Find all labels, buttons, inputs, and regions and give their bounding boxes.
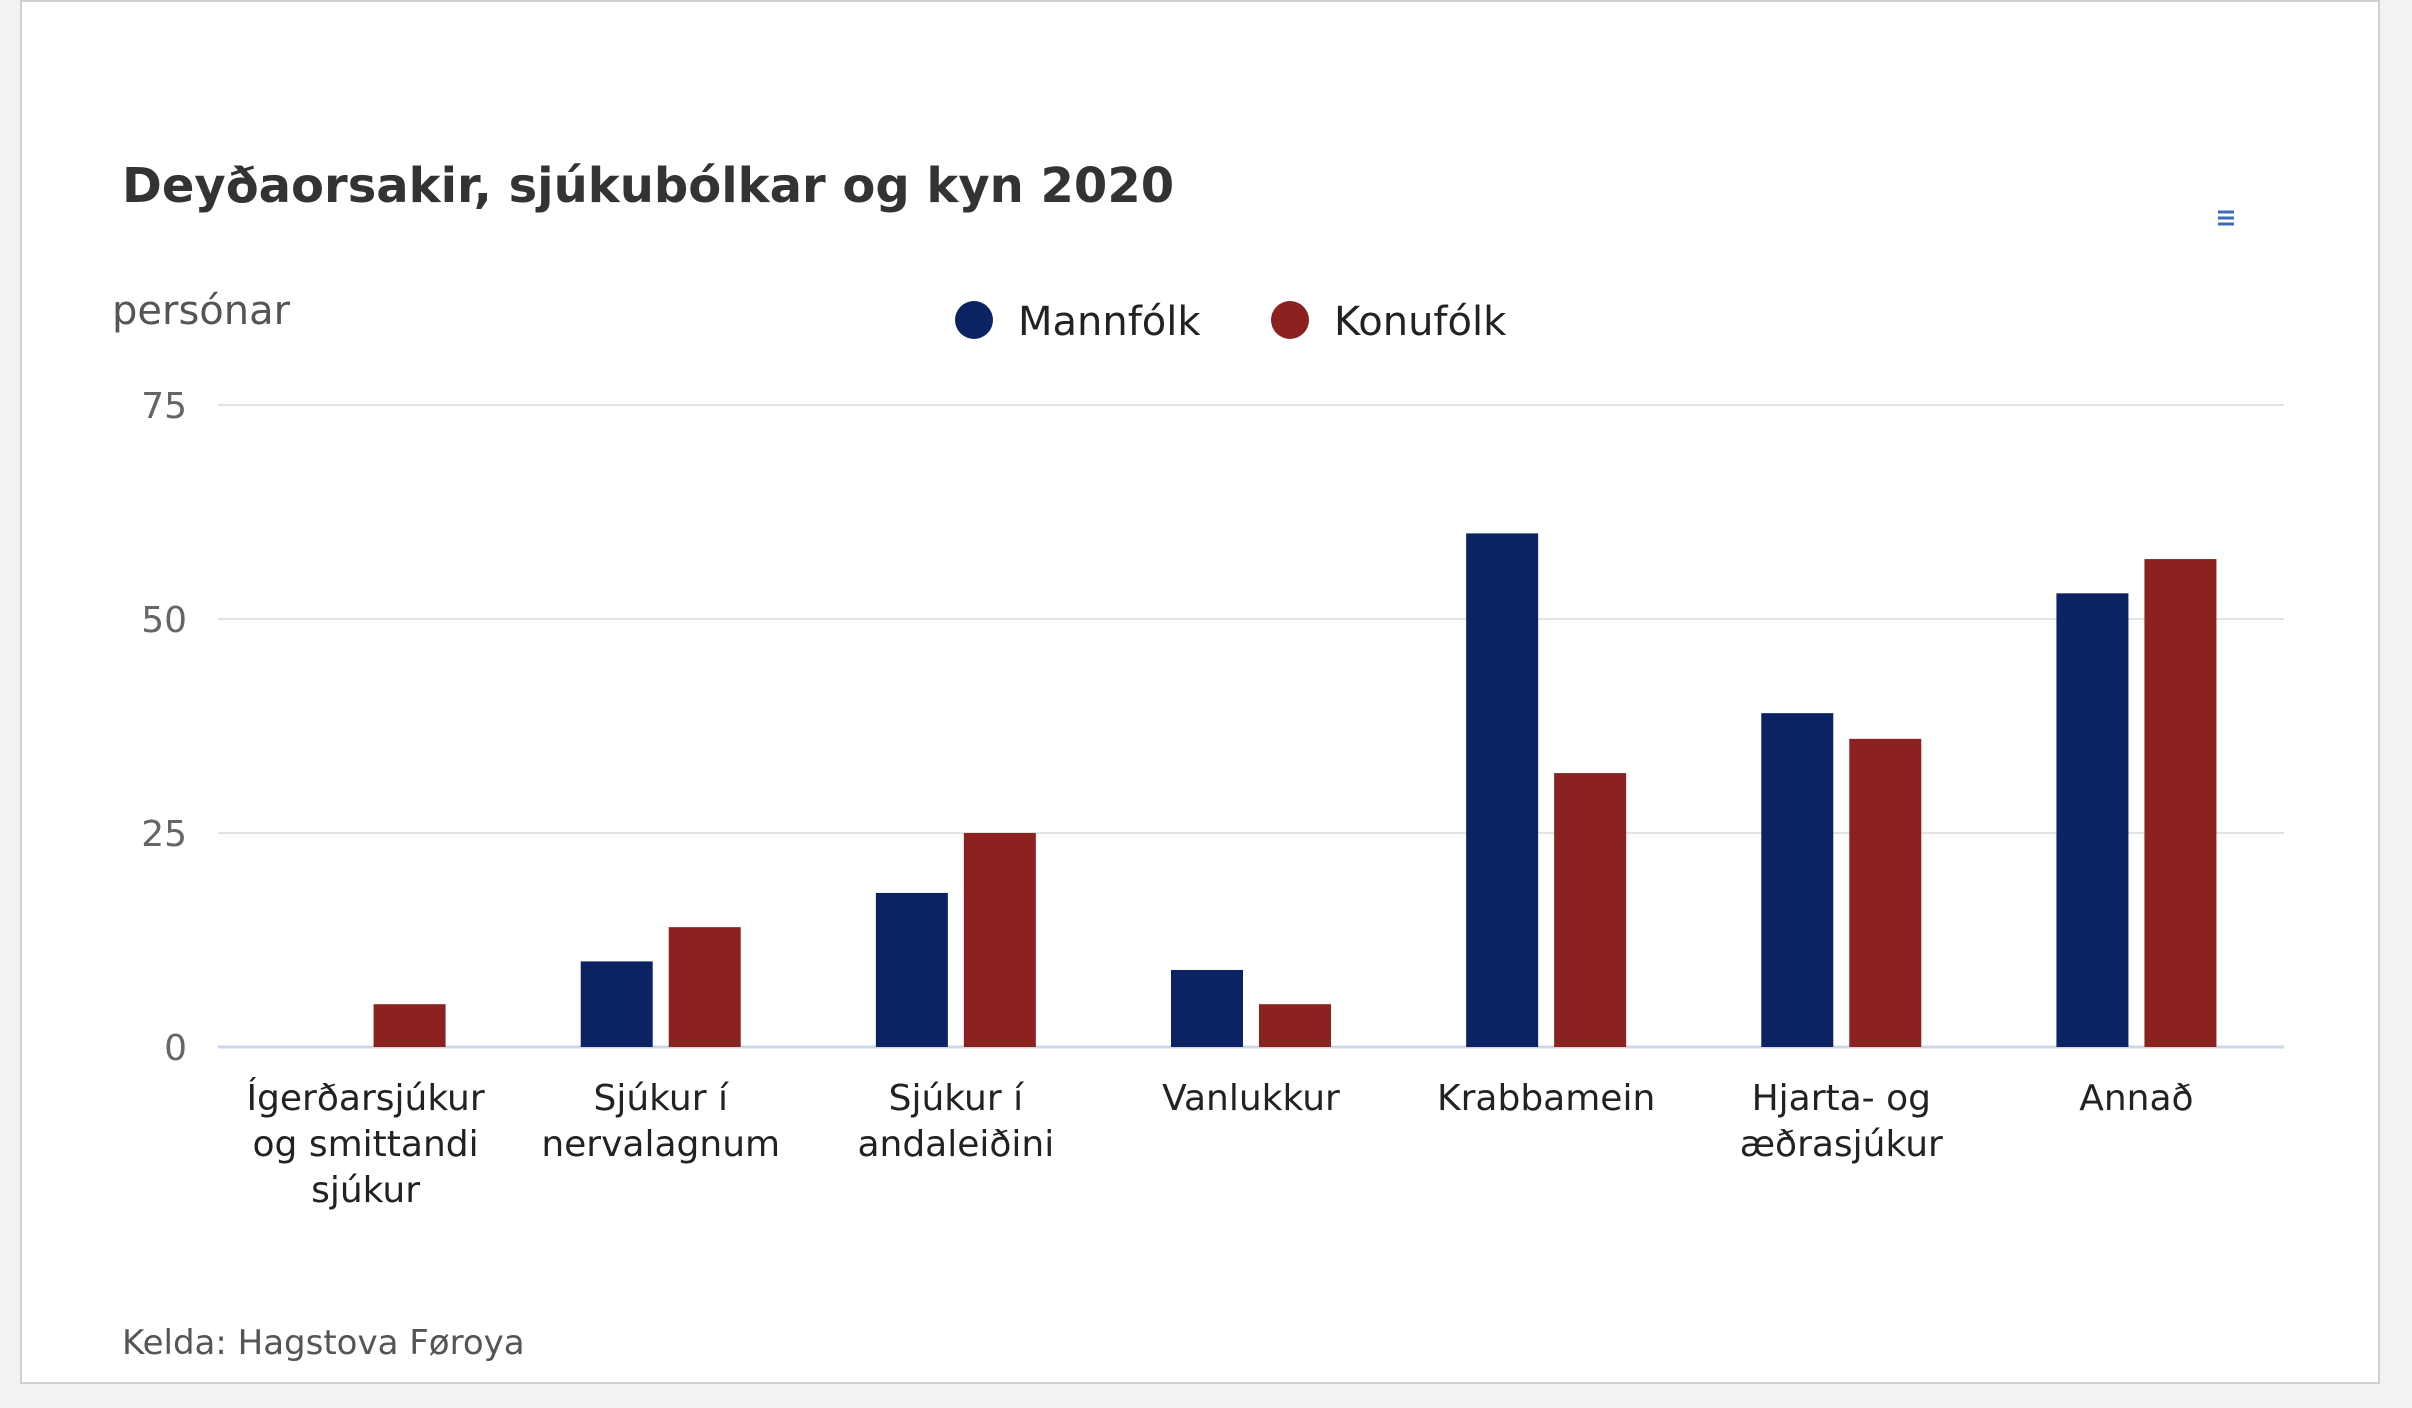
y-axis-ticks: 0 25 50 75 bbox=[141, 386, 187, 1069]
bar-konufólk-5[interactable] bbox=[1849, 738, 1922, 1047]
y-tick-label: 50 bbox=[141, 600, 187, 641]
legend-item-mannfólk[interactable]: Mannfólk bbox=[955, 299, 1201, 345]
bar-konufólk-2[interactable] bbox=[963, 833, 1036, 1047]
bar-konufólk-3[interactable] bbox=[1259, 1004, 1331, 1047]
y-axis-unit-label: persónar bbox=[112, 288, 291, 334]
bar-mannfólk-4[interactable] bbox=[1466, 533, 1539, 1047]
chart-container: Deyðaorsakir, sjúkubólkar og kyn 2020 pe… bbox=[20, 0, 2380, 1384]
source-credit: Kelda: Hagstova Føroya bbox=[122, 1323, 525, 1363]
bar-mannfólk-1[interactable] bbox=[580, 961, 653, 1047]
x-category-label: Krabbamein bbox=[1437, 1078, 1655, 1119]
y-tick-label: 0 bbox=[164, 1028, 187, 1069]
bar-mannfólk-3[interactable] bbox=[1171, 969, 1243, 1047]
bar-mannfólk-2[interactable] bbox=[875, 892, 948, 1047]
bar-mannfólk-5[interactable] bbox=[1761, 713, 1834, 1047]
bar-konufólk-1[interactable] bbox=[668, 927, 741, 1047]
legend-item-konufólk[interactable]: Konufólk bbox=[1271, 299, 1507, 345]
legend-label: Mannfólk bbox=[1018, 299, 1201, 345]
y-tick-label: 75 bbox=[141, 386, 187, 427]
bar-konufólk-6[interactable] bbox=[2144, 559, 2217, 1047]
x-category-label: Ígerðarsjúkur og smittandi sjúkur bbox=[246, 1077, 484, 1211]
bar-konufólk-0[interactable] bbox=[373, 1004, 446, 1047]
gridlines bbox=[218, 404, 2284, 1049]
x-category-label: Sjúkur í nervalagnum bbox=[541, 1078, 780, 1165]
bar-konufólk-4[interactable] bbox=[1554, 773, 1627, 1047]
legend: Mannfólk Konufólk bbox=[955, 299, 1507, 345]
x-category-label: Annað bbox=[2079, 1078, 2193, 1119]
legend-label: Konufólk bbox=[1334, 299, 1507, 345]
chart-title: Deyðaorsakir, sjúkubólkar og kyn 2020 bbox=[122, 158, 1174, 214]
export-menu-button[interactable] bbox=[2214, 206, 2242, 230]
chart-svg: Deyðaorsakir, sjúkubólkar og kyn 2020 pe… bbox=[112, 158, 2284, 1363]
legend-marker bbox=[1271, 301, 1309, 339]
x-category-label: Hjarta- og æðrasjúkur bbox=[1740, 1078, 1943, 1165]
legend-marker bbox=[955, 301, 993, 339]
bar-mannfólk-6[interactable] bbox=[2056, 593, 2129, 1047]
x-category-label: Vanlukkur bbox=[1162, 1078, 1340, 1119]
x-category-label: Sjúkur í andaleiðini bbox=[857, 1078, 1054, 1165]
bars bbox=[373, 533, 2217, 1047]
y-tick-label: 25 bbox=[141, 814, 187, 855]
